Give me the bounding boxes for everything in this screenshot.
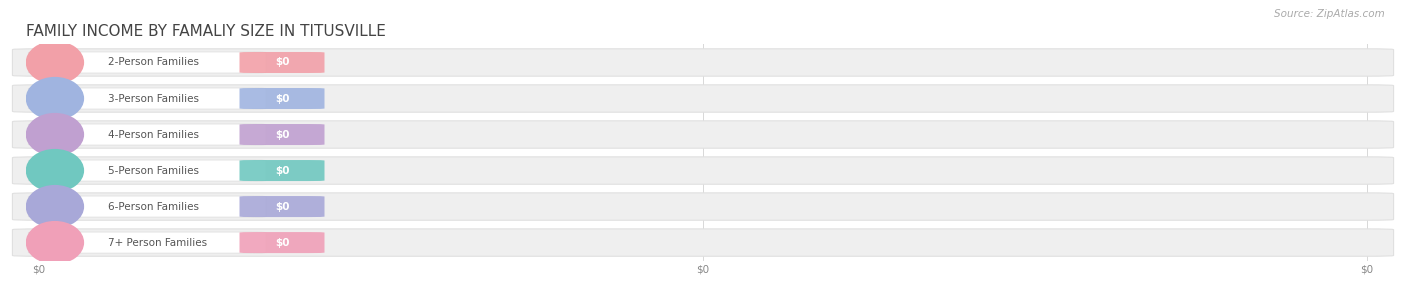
FancyBboxPatch shape: [28, 124, 266, 145]
FancyBboxPatch shape: [239, 88, 325, 109]
Text: 6-Person Families: 6-Person Families: [108, 202, 200, 212]
Text: FAMILY INCOME BY FAMALIY SIZE IN TITUSVILLE: FAMILY INCOME BY FAMALIY SIZE IN TITUSVI…: [25, 24, 385, 39]
Text: $0: $0: [274, 202, 290, 212]
FancyBboxPatch shape: [13, 193, 1393, 220]
Text: 4-Person Families: 4-Person Families: [108, 130, 200, 139]
Text: 5-Person Families: 5-Person Families: [108, 166, 200, 176]
FancyBboxPatch shape: [239, 232, 325, 253]
Ellipse shape: [25, 221, 84, 264]
FancyBboxPatch shape: [239, 52, 325, 73]
Text: 3-Person Families: 3-Person Families: [108, 94, 200, 103]
Ellipse shape: [25, 77, 84, 120]
FancyBboxPatch shape: [13, 49, 1393, 76]
Text: Source: ZipAtlas.com: Source: ZipAtlas.com: [1274, 9, 1385, 19]
Text: $0: $0: [274, 57, 290, 67]
FancyBboxPatch shape: [13, 157, 1393, 184]
FancyBboxPatch shape: [13, 121, 1393, 148]
Ellipse shape: [25, 149, 84, 192]
Text: 7+ Person Families: 7+ Person Families: [108, 238, 207, 248]
FancyBboxPatch shape: [13, 229, 1393, 256]
Text: 2-Person Families: 2-Person Families: [108, 57, 200, 67]
FancyBboxPatch shape: [28, 160, 266, 181]
Text: $0: $0: [274, 166, 290, 176]
FancyBboxPatch shape: [28, 196, 266, 217]
Ellipse shape: [25, 185, 84, 228]
FancyBboxPatch shape: [28, 88, 266, 109]
Text: $0: $0: [274, 94, 290, 103]
FancyBboxPatch shape: [239, 160, 325, 181]
Text: $0: $0: [274, 238, 290, 248]
Ellipse shape: [25, 113, 84, 156]
FancyBboxPatch shape: [28, 52, 266, 73]
FancyBboxPatch shape: [239, 196, 325, 217]
FancyBboxPatch shape: [13, 85, 1393, 112]
FancyBboxPatch shape: [239, 124, 325, 145]
Text: $0: $0: [274, 130, 290, 139]
FancyBboxPatch shape: [28, 232, 266, 253]
Ellipse shape: [25, 41, 84, 84]
